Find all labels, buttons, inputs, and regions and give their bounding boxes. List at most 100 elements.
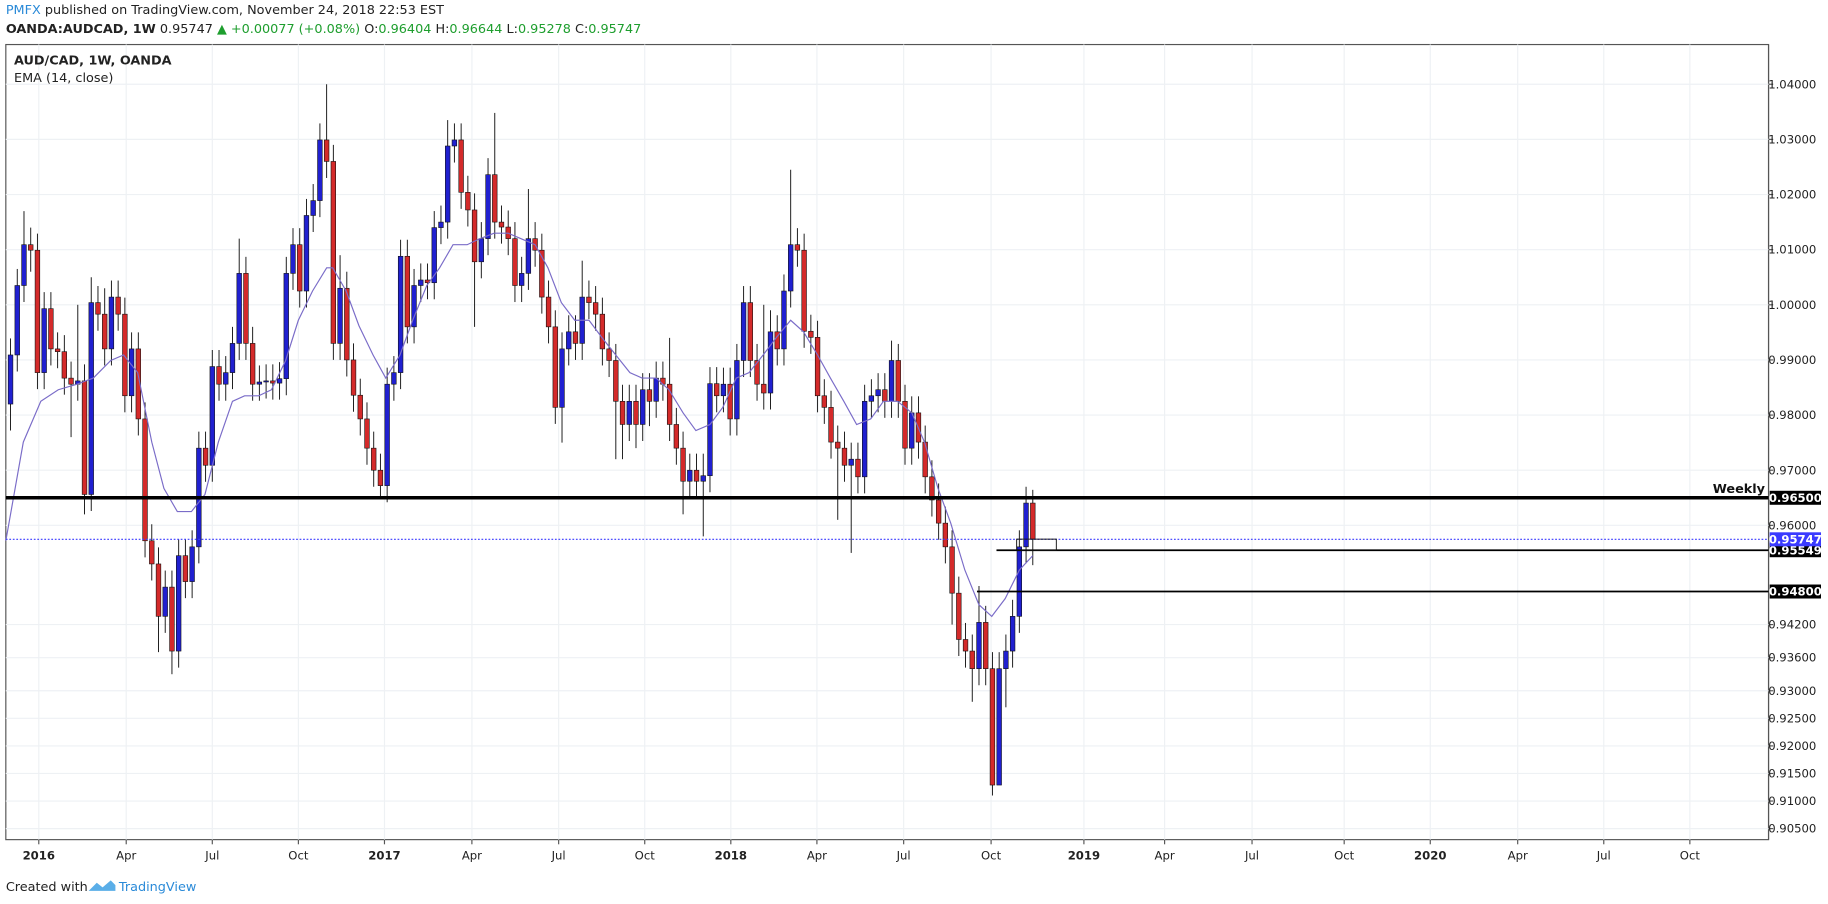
candle-body bbox=[969, 650, 975, 669]
x-tick-label: Jul bbox=[1596, 848, 1611, 862]
price-tag bbox=[1769, 584, 1822, 599]
candle-body bbox=[290, 244, 296, 274]
chart-title: AUD/CAD, 1W, OANDA bbox=[14, 53, 172, 68]
y-tick-label: 0.90500 bbox=[1768, 822, 1816, 836]
y-tick-label: 0.91000 bbox=[1768, 794, 1816, 808]
candle-body bbox=[1023, 502, 1029, 548]
x-tick-label: 2020 bbox=[1414, 848, 1446, 862]
candle-body bbox=[835, 441, 841, 449]
candle-body bbox=[956, 592, 962, 640]
candle bbox=[754, 343, 760, 401]
candle-body bbox=[592, 302, 599, 315]
level-text: Weekly bbox=[1713, 482, 1766, 497]
candle-body bbox=[323, 139, 330, 162]
candle bbox=[875, 373, 881, 413]
y-tick-label: 0.92000 bbox=[1768, 739, 1816, 753]
candle-body bbox=[445, 145, 451, 223]
candle bbox=[929, 460, 935, 517]
candle-body bbox=[613, 360, 619, 402]
candle bbox=[592, 286, 599, 331]
candle bbox=[956, 576, 962, 657]
candle bbox=[189, 530, 195, 599]
candle bbox=[95, 286, 101, 331]
candle-body bbox=[714, 383, 720, 397]
x-tick-label: Jul bbox=[204, 848, 219, 862]
candle bbox=[34, 233, 41, 390]
candle bbox=[687, 453, 693, 498]
created-with: Created with bbox=[6, 880, 88, 895]
price-tag-label: 0.95549 bbox=[1769, 543, 1822, 557]
candle bbox=[525, 189, 532, 290]
candle-body bbox=[283, 273, 289, 379]
candle bbox=[740, 286, 747, 378]
candle-body bbox=[559, 348, 565, 408]
candle bbox=[566, 315, 572, 366]
candle bbox=[391, 356, 397, 401]
x-tick-label: Apr bbox=[1155, 848, 1175, 862]
candle bbox=[438, 205, 444, 245]
y-tick-label: 1.02000 bbox=[1768, 188, 1816, 202]
author[interactable]: PMFX bbox=[6, 3, 41, 18]
grid bbox=[5, 44, 1769, 840]
y-tick-label: 0.91500 bbox=[1768, 767, 1816, 781]
candle-body bbox=[740, 302, 747, 361]
axes: 1.04000 1.03000 1.02000 1.01000 1.00000 0.990… bbox=[23, 77, 1822, 862]
candle bbox=[216, 350, 222, 401]
candle-body bbox=[720, 383, 727, 397]
x-tick-label: Oct bbox=[981, 848, 1002, 862]
candle-body bbox=[276, 378, 283, 384]
candle bbox=[155, 547, 162, 653]
candle bbox=[794, 228, 801, 267]
x-tick-label: Apr bbox=[807, 848, 827, 862]
candle bbox=[519, 256, 525, 303]
candle-body bbox=[552, 326, 558, 408]
candle-body bbox=[599, 313, 606, 350]
candle-body bbox=[250, 343, 256, 385]
candle bbox=[767, 310, 774, 410]
candle bbox=[81, 364, 88, 515]
candle bbox=[182, 539, 189, 599]
candle bbox=[250, 326, 256, 401]
candle-body bbox=[492, 174, 498, 223]
candle bbox=[539, 233, 545, 314]
candle-body bbox=[989, 668, 996, 786]
brand[interactable]: TradingView bbox=[118, 880, 196, 895]
candle bbox=[465, 175, 471, 227]
candle-body bbox=[761, 383, 767, 394]
candle bbox=[962, 622, 969, 668]
candle-body bbox=[572, 331, 579, 344]
candle-body bbox=[115, 296, 121, 315]
candle-body bbox=[1016, 546, 1022, 617]
candle-body bbox=[1030, 502, 1036, 540]
x-tick-label: Apr bbox=[1508, 848, 1528, 862]
candle-body bbox=[61, 351, 67, 379]
candle-body bbox=[176, 555, 182, 652]
candle bbox=[236, 238, 242, 360]
candle-body bbox=[162, 586, 168, 617]
candle bbox=[841, 431, 848, 482]
candle bbox=[377, 453, 384, 498]
x-tick-label: Jul bbox=[896, 848, 911, 862]
candle-body bbox=[357, 394, 363, 420]
candle-body bbox=[747, 302, 753, 361]
candle bbox=[397, 239, 404, 390]
published: published on TradingView.com, November 2… bbox=[45, 3, 444, 18]
candle bbox=[169, 570, 175, 675]
candle bbox=[297, 228, 303, 308]
candle-body bbox=[465, 192, 471, 211]
candle bbox=[128, 332, 135, 413]
x-tick-label: Jul bbox=[1244, 848, 1259, 862]
candle-body bbox=[391, 372, 397, 385]
candle-body bbox=[693, 469, 700, 482]
candle bbox=[149, 524, 155, 581]
candle-body bbox=[81, 380, 88, 495]
candle-body bbox=[54, 348, 61, 352]
candle-body bbox=[687, 469, 693, 482]
candle bbox=[323, 84, 330, 178]
y-tick-label: 0.99000 bbox=[1768, 353, 1816, 367]
candle bbox=[384, 367, 390, 503]
candle-body bbox=[451, 139, 458, 147]
candle-body bbox=[48, 308, 54, 350]
